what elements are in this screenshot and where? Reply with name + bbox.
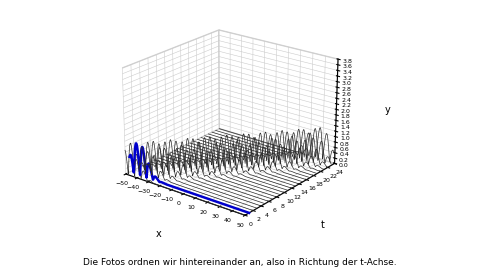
Text: Die Fotos ordnen wir hintereinander an, also in Richtung der t-Achse.: Die Fotos ordnen wir hintereinander an, … (83, 258, 397, 267)
Y-axis label: t: t (321, 220, 325, 230)
X-axis label: x: x (156, 229, 161, 239)
